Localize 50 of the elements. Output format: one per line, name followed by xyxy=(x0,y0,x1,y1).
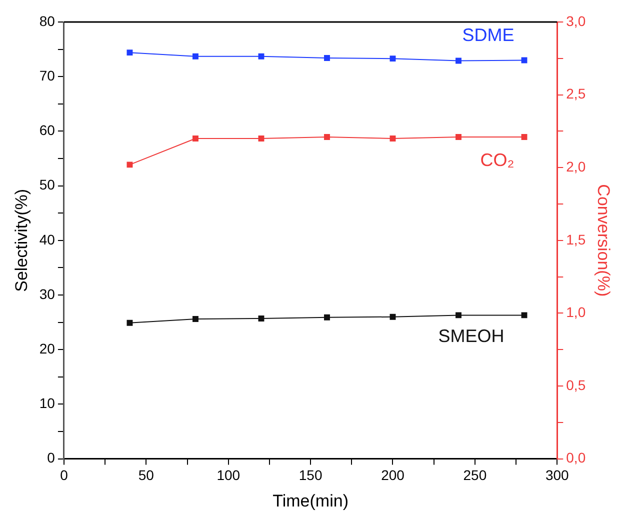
point xyxy=(456,134,462,140)
x-tick-label: 200 xyxy=(381,467,405,484)
point xyxy=(126,50,133,56)
x-tick-label: 150 xyxy=(298,467,322,484)
y2-tick-label: 2,5 xyxy=(566,86,586,102)
point xyxy=(521,134,528,140)
x-tick-label: 50 xyxy=(138,467,154,484)
y2-tick-label: 3,0 xyxy=(566,12,586,29)
point xyxy=(390,314,396,320)
point xyxy=(258,136,264,142)
point xyxy=(390,136,396,142)
point xyxy=(324,134,330,140)
point xyxy=(390,56,396,62)
y-tick-label: 60 xyxy=(39,122,56,138)
y2-tick-label: 1,0 xyxy=(566,304,586,320)
y2-tick-label: 1,5 xyxy=(566,231,586,248)
y-axis-title: Selectivity(%) xyxy=(12,188,31,292)
series-label: SDME xyxy=(462,25,514,46)
series-label: CO₂ xyxy=(480,150,514,170)
y-tick-label: 80 xyxy=(39,12,56,29)
point xyxy=(192,136,198,142)
y2-tick-label: 0,0 xyxy=(566,450,586,466)
y-tick-label: 70 xyxy=(39,67,56,84)
point xyxy=(456,312,462,318)
point xyxy=(258,53,264,60)
point xyxy=(456,58,462,64)
point xyxy=(192,53,198,60)
x-tick-label: 0 xyxy=(60,467,68,484)
y-tick-label: 30 xyxy=(39,286,56,302)
y2-tick-label: 2,0 xyxy=(566,158,586,174)
point xyxy=(258,316,264,322)
point xyxy=(324,55,330,62)
y2-axis-title: Conversion(%) xyxy=(594,184,614,297)
x-tick-label: 300 xyxy=(545,467,570,484)
y-tick-label: 10 xyxy=(39,395,56,412)
series-label: SMEOH xyxy=(438,326,504,346)
y-tick-label: 50 xyxy=(39,176,56,193)
y-tick-label: 40 xyxy=(39,231,56,248)
x-tick-label: 100 xyxy=(216,467,240,484)
y2-tick-label: 0,5 xyxy=(566,376,586,393)
point xyxy=(324,314,330,320)
y-tick-label: 20 xyxy=(39,340,56,356)
point xyxy=(521,57,528,64)
point xyxy=(126,162,133,168)
x-axis-title: Time(min) xyxy=(272,491,348,510)
point xyxy=(126,320,133,326)
point xyxy=(192,316,198,322)
x-tick-label: 250 xyxy=(463,467,487,484)
y-tick-label: 0 xyxy=(47,450,56,466)
point xyxy=(521,312,528,318)
